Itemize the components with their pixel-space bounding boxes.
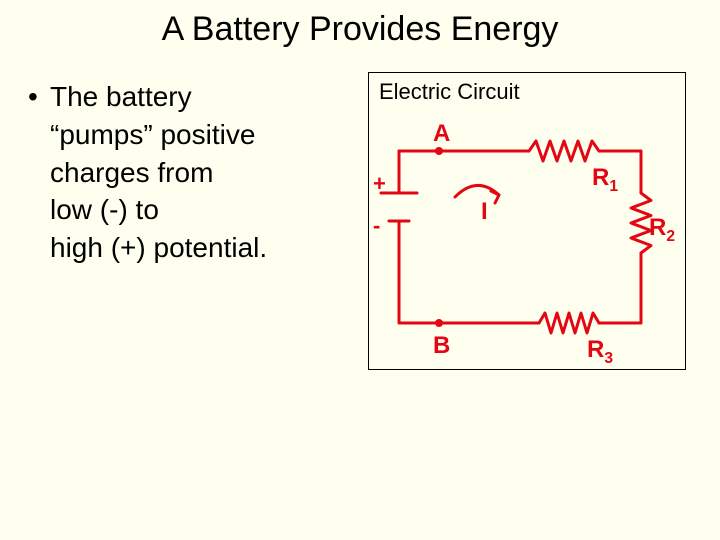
bullet-block: • The battery “pumps” positive charges f… bbox=[28, 78, 358, 267]
svg-text:R2: R2 bbox=[649, 214, 675, 245]
slide-title: A Battery Provides Energy bbox=[0, 10, 720, 49]
svg-text:-: - bbox=[373, 213, 380, 238]
bullet-text: The battery “pumps” positive charges fro… bbox=[50, 78, 267, 267]
svg-text:B: B bbox=[433, 332, 450, 359]
svg-text:+: + bbox=[373, 171, 386, 196]
bullet-line: “pumps” positive bbox=[50, 116, 267, 154]
bullet-line: charges from bbox=[50, 154, 267, 192]
svg-text:R1: R1 bbox=[592, 164, 618, 195]
bullet-item: • The battery “pumps” positive charges f… bbox=[28, 78, 358, 267]
svg-text:R3: R3 bbox=[587, 336, 613, 367]
bullet-line: high (+) potential. bbox=[50, 229, 267, 267]
circuit-diagram-box: Electric Circuit ABI+-R1R2R3 bbox=[368, 72, 686, 370]
svg-text:I: I bbox=[481, 198, 488, 225]
slide: A Battery Provides Energy • The battery … bbox=[0, 0, 720, 540]
circuit-svg: A B I + - R1 R2 R3 bbox=[369, 73, 685, 369]
bullet-dot-icon: • bbox=[28, 78, 50, 116]
svg-text:A: A bbox=[433, 120, 450, 147]
bullet-line: low (-) to bbox=[50, 191, 267, 229]
bullet-line: The battery bbox=[50, 78, 267, 116]
